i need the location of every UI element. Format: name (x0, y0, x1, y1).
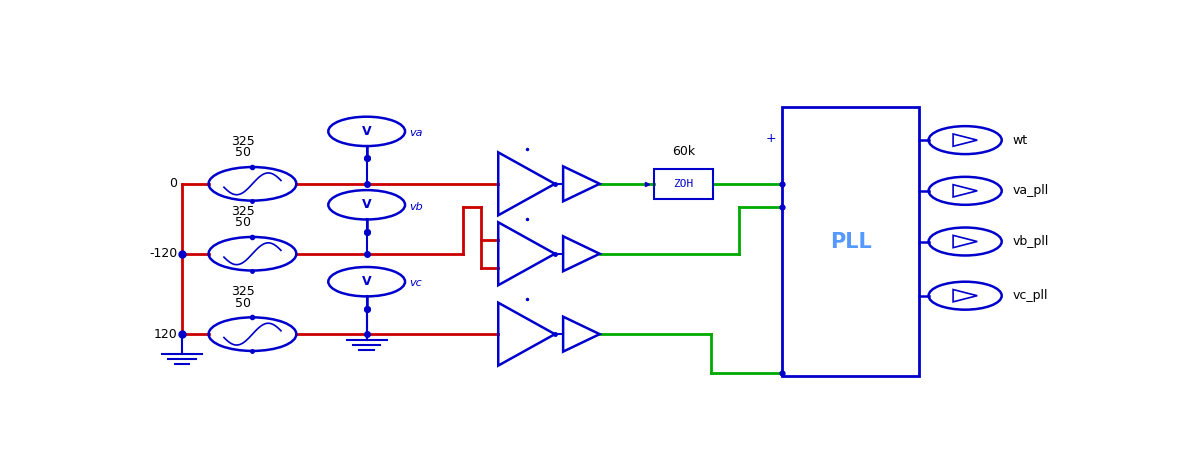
Text: vc: vc (409, 278, 422, 288)
Text: vb_pll: vb_pll (1013, 235, 1049, 248)
Text: va_pll: va_pll (1013, 184, 1049, 197)
Bar (783, 107, 920, 376)
Text: 50: 50 (236, 216, 251, 229)
Text: 325: 325 (231, 285, 255, 298)
Text: ZOH: ZOH (673, 179, 694, 189)
Text: +: + (765, 132, 776, 145)
Text: V: V (362, 198, 371, 211)
Text: V: V (362, 125, 371, 138)
Text: PLL: PLL (830, 232, 871, 252)
Text: 50: 50 (236, 146, 251, 159)
Text: 0: 0 (170, 178, 178, 190)
Text: 60k: 60k (672, 145, 696, 158)
Text: 325: 325 (231, 135, 255, 148)
Text: va: va (409, 128, 423, 138)
Text: wt: wt (1013, 133, 1028, 147)
Text: vc_pll: vc_pll (1013, 289, 1048, 302)
Bar (654, 169, 713, 199)
Text: 325: 325 (231, 205, 255, 218)
Text: vb: vb (409, 202, 423, 212)
Text: -120: -120 (150, 247, 178, 260)
Text: 120: 120 (153, 328, 178, 340)
Text: 50: 50 (236, 296, 251, 310)
Text: V: V (362, 275, 371, 288)
